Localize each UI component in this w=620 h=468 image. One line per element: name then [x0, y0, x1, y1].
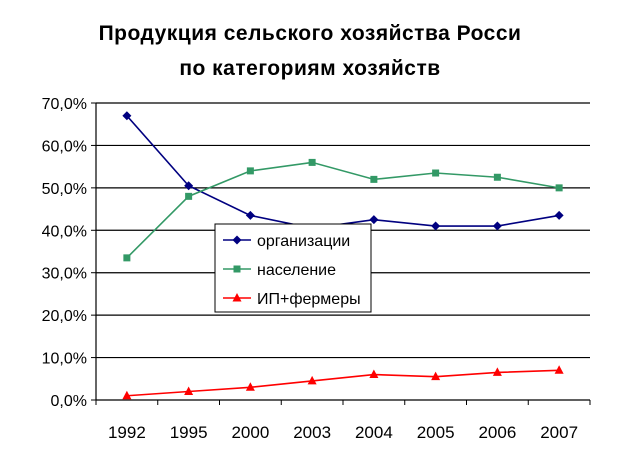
x-tick-label: 2005 — [417, 423, 455, 442]
y-tick-label: 30,0% — [42, 266, 87, 283]
y-tick-label: 10,0% — [42, 351, 87, 368]
data-point — [492, 367, 502, 376]
chart-title-line-1: Продукция сельского хозяйства Росси — [98, 22, 522, 45]
y-tick-label: 0,0% — [51, 393, 87, 410]
legend-marker — [232, 293, 242, 302]
data-point — [245, 382, 255, 391]
data-point — [369, 215, 379, 225]
data-point — [123, 254, 131, 262]
data-point — [307, 375, 317, 385]
data-point — [245, 210, 255, 220]
x-tick-label: 2006 — [478, 423, 516, 442]
data-point — [431, 221, 441, 231]
data-point — [432, 169, 440, 177]
data-point — [122, 390, 132, 400]
data-point — [369, 369, 379, 379]
x-tick-label: 1992 — [108, 423, 146, 442]
data-point — [555, 184, 563, 192]
legend-marker — [233, 265, 241, 273]
data-point — [184, 386, 194, 396]
y-tick-label: 50,0% — [42, 181, 87, 198]
y-tick-label: 70,0% — [42, 96, 87, 113]
legend-marker — [232, 235, 242, 245]
chart-title-line-2: по категориям хозяйств — [179, 57, 441, 80]
series-line-3 — [126, 369, 560, 397]
data-point — [308, 158, 316, 166]
y-tick-label: 60,0% — [42, 138, 87, 155]
x-tick-label: 2007 — [540, 423, 578, 442]
data-point — [493, 173, 501, 181]
y-tick-label: 40,0% — [42, 223, 87, 240]
x-tick-label: 2000 — [231, 423, 269, 442]
series-line-2 — [126, 161, 560, 259]
data-point — [370, 175, 378, 183]
data-point — [185, 192, 193, 200]
data-point — [184, 181, 194, 191]
data-point — [554, 210, 564, 220]
data-point — [431, 371, 441, 381]
data-point — [122, 111, 132, 121]
data-point — [246, 167, 254, 175]
data-point — [492, 221, 502, 231]
legend-label: население — [257, 262, 336, 279]
data-point — [554, 365, 564, 374]
series-line-1 — [126, 115, 560, 229]
legend-label: ИП+фермеры — [257, 291, 361, 308]
x-tick-label: 1995 — [170, 423, 208, 442]
x-tick-label: 2003 — [293, 423, 331, 442]
legend-label: организации — [257, 233, 350, 250]
x-tick-label: 2004 — [355, 423, 393, 442]
y-tick-label: 20,0% — [42, 308, 87, 325]
